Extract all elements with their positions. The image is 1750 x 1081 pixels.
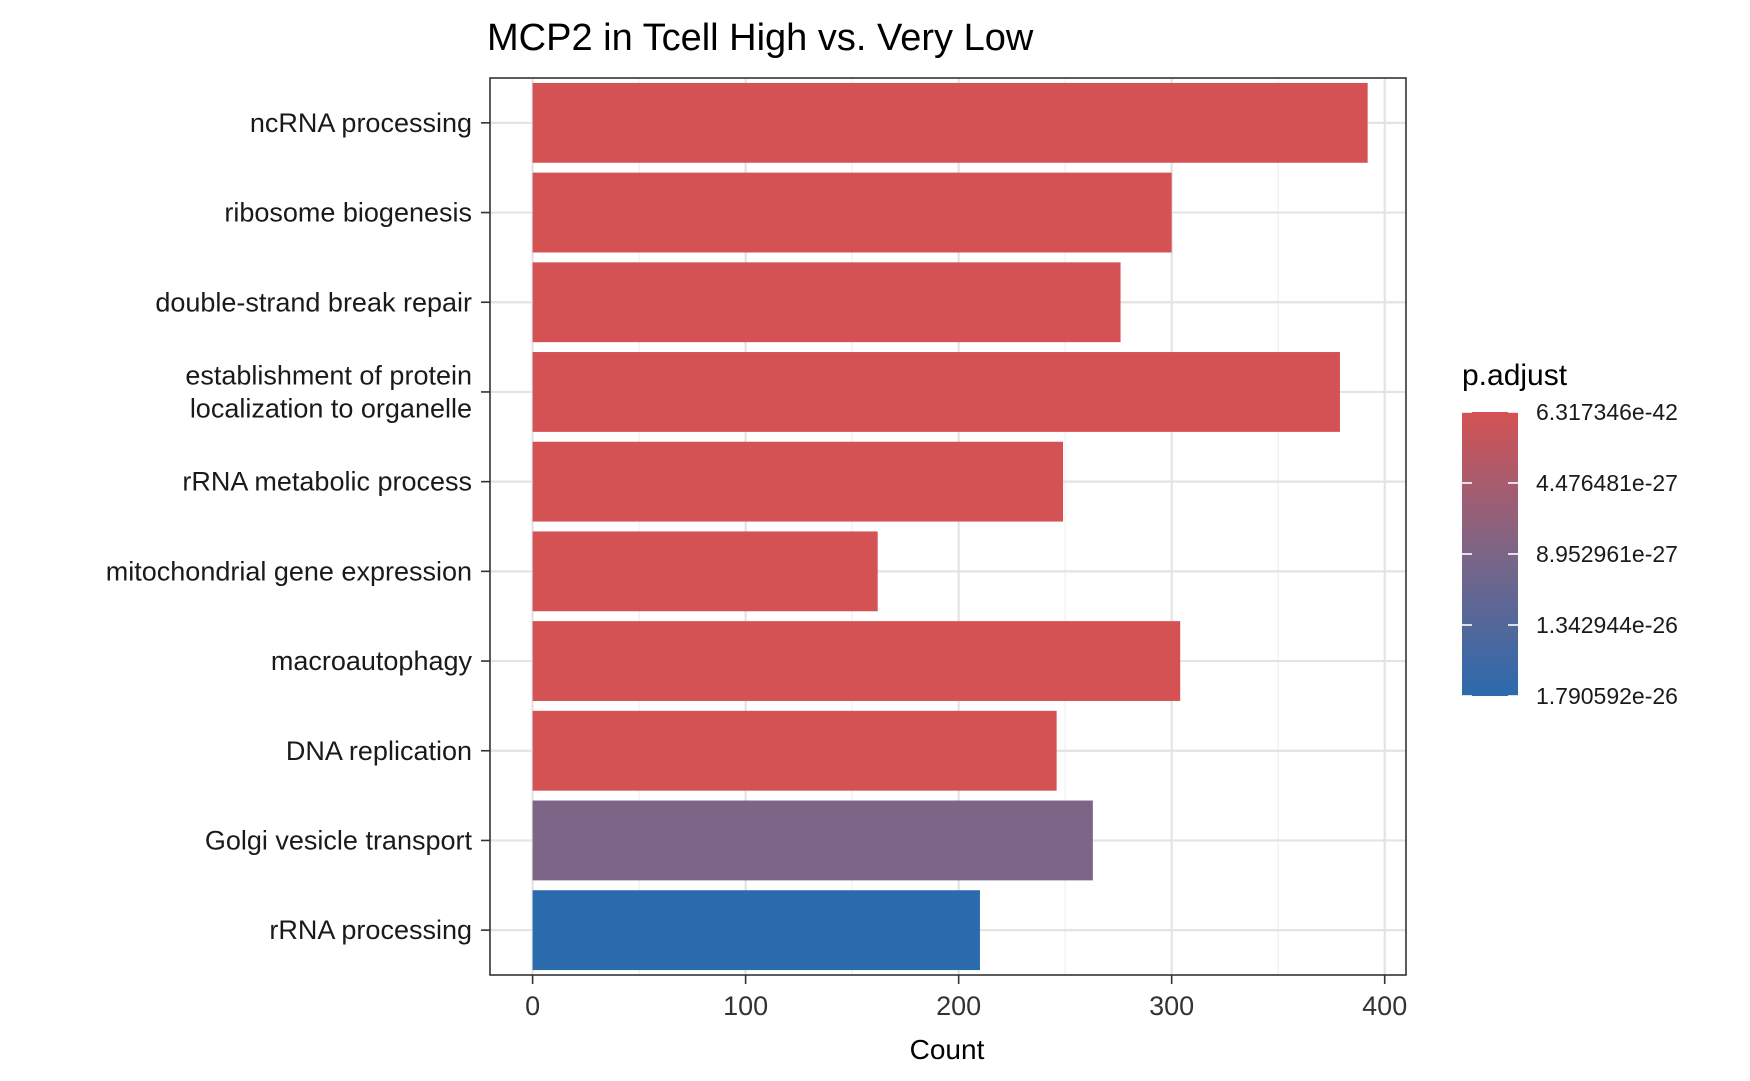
x-tick-label: 100 bbox=[723, 991, 768, 1021]
bar bbox=[532, 890, 980, 971]
x-tick-label: 400 bbox=[1362, 991, 1407, 1021]
legend-tick-label: 1.342944e-26 bbox=[1536, 612, 1678, 638]
x-tick-label: 200 bbox=[936, 991, 981, 1021]
bar bbox=[532, 172, 1172, 253]
x-axis-ticks: 0 100 200 300 400 bbox=[525, 975, 1407, 1021]
category-labels: ncRNA processing ribosome biogenesis doubl… bbox=[106, 108, 490, 945]
bar bbox=[532, 531, 878, 612]
category-label: ribosome biogenesis bbox=[224, 198, 472, 228]
category-label: rRNA metabolic process bbox=[182, 467, 472, 497]
bar bbox=[532, 800, 1093, 881]
legend-tick-label: 1.790592e-26 bbox=[1536, 683, 1678, 709]
category-label: rRNA processing bbox=[269, 915, 472, 945]
bar bbox=[532, 82, 1368, 163]
chart-title: MCP2 in Tcell High vs. Very Low bbox=[487, 17, 1034, 59]
bar bbox=[532, 441, 1064, 522]
category-label: double-strand break repair bbox=[155, 287, 472, 317]
bars bbox=[532, 82, 1368, 971]
x-axis-title: Count bbox=[910, 1034, 985, 1065]
legend-tick-label: 4.476481e-27 bbox=[1536, 470, 1678, 496]
category-label: establishment of protein localization to … bbox=[185, 360, 472, 423]
legend-title: p.adjust bbox=[1462, 359, 1568, 392]
category-label: macroautophagy bbox=[271, 646, 473, 676]
category-label: ncRNA processing bbox=[250, 108, 472, 138]
legend-ticks: 6.317346e-42 4.476481e-27 8.952961e-27 1.34… bbox=[1462, 399, 1678, 709]
legend-tick-label: 6.317346e-42 bbox=[1536, 399, 1678, 425]
category-label: DNA replication bbox=[286, 736, 472, 766]
bar bbox=[532, 352, 1340, 432]
bar bbox=[532, 710, 1057, 791]
category-label: Golgi vesicle transport bbox=[205, 825, 473, 855]
bar bbox=[532, 262, 1121, 343]
legend-tick-label: 8.952961e-27 bbox=[1536, 541, 1678, 567]
legend: p.adjust 6.317346e-42 4.476481e-27 8.95296… bbox=[1462, 359, 1678, 709]
bar bbox=[532, 621, 1181, 701]
x-tick-label: 300 bbox=[1149, 991, 1194, 1021]
plot-panel-border bbox=[489, 77, 1407, 976]
category-label: mitochondrial gene expression bbox=[106, 556, 472, 586]
x-tick-label: 0 bbox=[525, 991, 540, 1021]
